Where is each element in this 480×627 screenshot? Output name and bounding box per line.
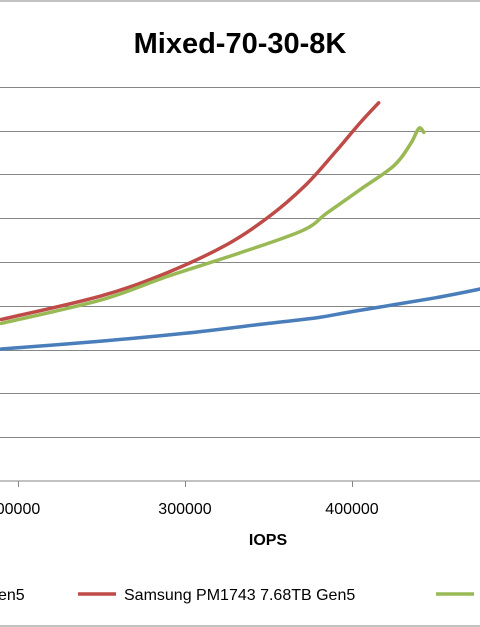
legend: en5 Samsung PM1743 7.68TB Gen5 — [0, 587, 474, 604]
series-line-3 — [0, 126, 426, 326]
legend-label-2: Samsung PM1743 7.68TB Gen5 — [124, 587, 355, 604]
chart-title: Mixed-70-30-8K — [134, 28, 347, 60]
legend-label-1: en5 — [0, 587, 25, 604]
x-tick-label: 00000 — [0, 501, 40, 518]
x-axis-ticks: 00000 300000 400000 — [0, 481, 379, 518]
series-line-2 — [0, 101, 381, 322]
x-tick-label: 400000 — [325, 501, 378, 518]
series-lines — [0, 101, 480, 351]
x-tick-label: 300000 — [158, 501, 211, 518]
x-axis-label: IOPS — [249, 532, 288, 549]
series-line-1 — [0, 287, 480, 351]
